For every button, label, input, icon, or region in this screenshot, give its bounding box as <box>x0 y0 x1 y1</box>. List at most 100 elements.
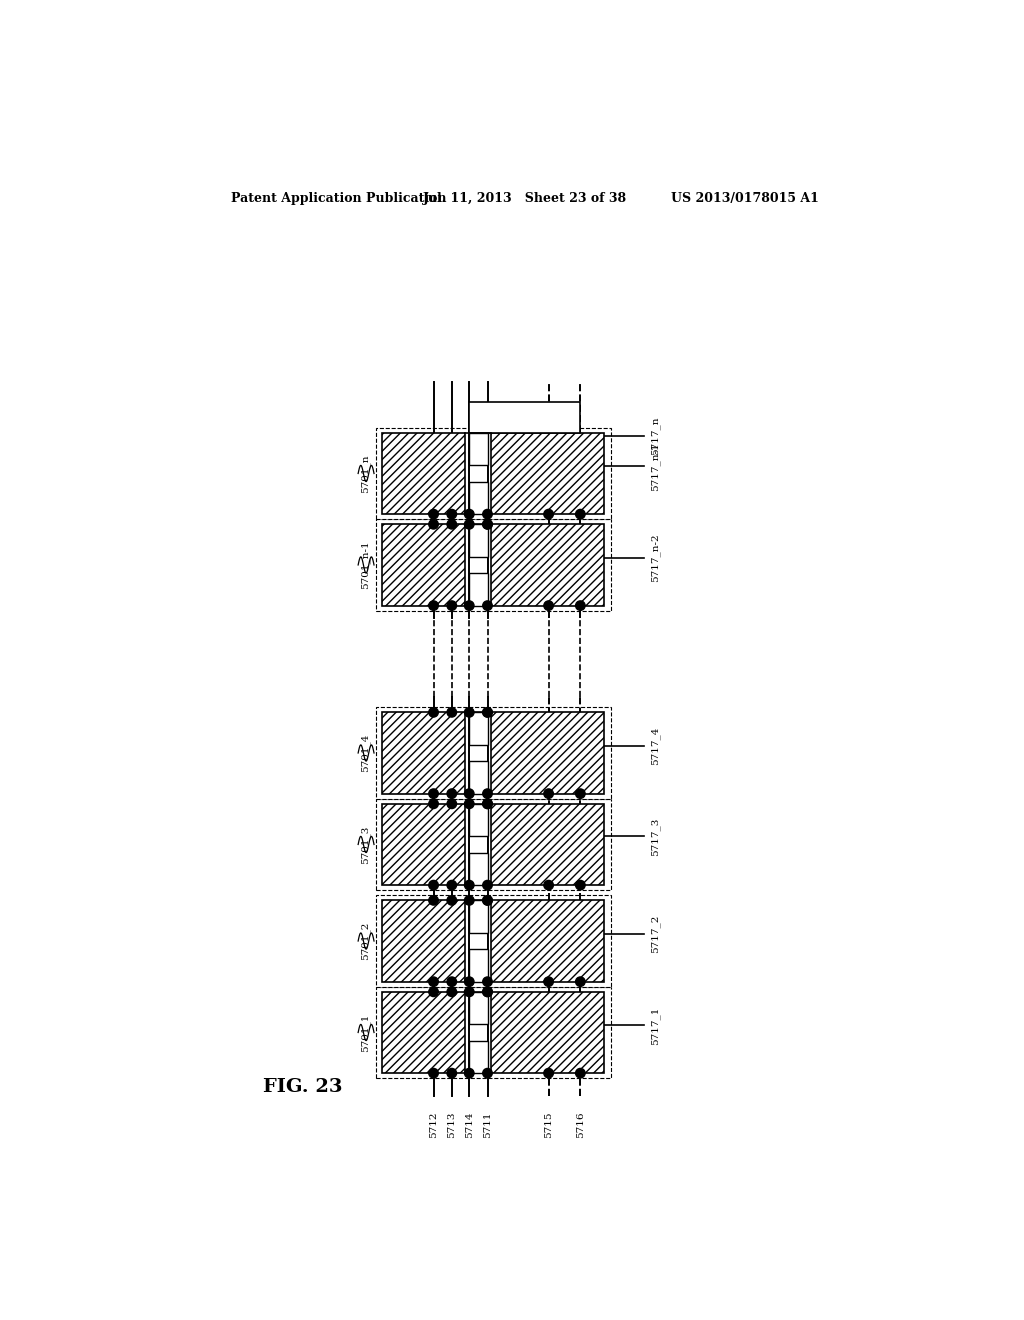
Circle shape <box>482 1068 493 1078</box>
Bar <box>469 524 487 557</box>
Circle shape <box>429 510 438 519</box>
Circle shape <box>575 601 585 610</box>
Bar <box>382 900 465 982</box>
Bar <box>492 804 604 886</box>
Circle shape <box>465 799 474 809</box>
Bar <box>492 713 604 793</box>
Circle shape <box>575 880 585 890</box>
Circle shape <box>447 987 457 997</box>
Circle shape <box>482 987 493 997</box>
Bar <box>376 987 610 1078</box>
Bar <box>492 900 604 982</box>
Bar <box>376 895 610 987</box>
Circle shape <box>429 601 438 610</box>
Text: 5717_1: 5717_1 <box>650 1006 659 1044</box>
Circle shape <box>482 896 493 906</box>
Bar <box>469 1040 487 1073</box>
Text: 5715: 5715 <box>544 1111 553 1138</box>
Bar <box>492 991 604 1073</box>
Text: FIG. 23: FIG. 23 <box>263 1078 342 1096</box>
Bar <box>382 524 465 606</box>
Bar <box>469 713 487 744</box>
Text: 5716: 5716 <box>575 1111 585 1138</box>
Circle shape <box>544 1068 553 1078</box>
Circle shape <box>482 510 493 519</box>
Bar <box>469 853 487 886</box>
Circle shape <box>544 977 553 986</box>
Circle shape <box>465 880 474 890</box>
Circle shape <box>429 1068 438 1078</box>
Circle shape <box>447 799 457 809</box>
Bar <box>469 433 487 466</box>
Circle shape <box>482 708 493 717</box>
Text: Jul. 11, 2013   Sheet 23 of 38: Jul. 11, 2013 Sheet 23 of 38 <box>423 191 627 205</box>
Bar <box>492 433 604 515</box>
Text: US 2013/0178015 A1: US 2013/0178015 A1 <box>671 191 818 205</box>
Circle shape <box>575 789 585 799</box>
Circle shape <box>575 977 585 986</box>
Text: 5701_3: 5701_3 <box>360 825 370 863</box>
Circle shape <box>544 510 553 519</box>
Circle shape <box>429 977 438 986</box>
Circle shape <box>429 987 438 997</box>
Circle shape <box>482 896 493 906</box>
Circle shape <box>447 1068 457 1078</box>
Circle shape <box>447 880 457 890</box>
Circle shape <box>447 510 457 519</box>
Circle shape <box>482 880 493 890</box>
Circle shape <box>465 601 474 610</box>
Text: 5701_2: 5701_2 <box>360 921 370 960</box>
Circle shape <box>447 789 457 799</box>
Circle shape <box>482 601 493 610</box>
Circle shape <box>465 987 474 997</box>
Circle shape <box>482 708 493 717</box>
Circle shape <box>482 977 493 986</box>
Bar <box>382 433 465 515</box>
Circle shape <box>544 789 553 799</box>
Circle shape <box>465 520 474 529</box>
Text: 5714: 5714 <box>465 1111 474 1138</box>
Bar <box>376 428 610 519</box>
Circle shape <box>544 880 553 890</box>
Text: 5701_4: 5701_4 <box>360 734 370 772</box>
Circle shape <box>429 520 438 529</box>
Text: 5713: 5713 <box>447 1111 457 1138</box>
Circle shape <box>465 896 474 906</box>
Bar <box>376 799 610 890</box>
Circle shape <box>447 601 457 610</box>
Circle shape <box>465 789 474 799</box>
Circle shape <box>465 1068 474 1078</box>
Bar <box>469 900 487 933</box>
Text: Patent Application Publication: Patent Application Publication <box>231 191 446 205</box>
Circle shape <box>447 520 457 529</box>
Text: 5701_1: 5701_1 <box>360 1014 370 1052</box>
Bar <box>469 762 487 793</box>
Circle shape <box>482 799 493 809</box>
Bar <box>469 403 581 433</box>
Bar <box>469 991 487 1024</box>
Circle shape <box>575 510 585 519</box>
Bar <box>492 524 604 606</box>
Text: 5701_n: 5701_n <box>360 454 370 492</box>
Circle shape <box>447 977 457 986</box>
Circle shape <box>482 987 493 997</box>
Bar <box>382 804 465 886</box>
Bar <box>469 804 487 837</box>
Text: 5717_2: 5717_2 <box>650 915 659 953</box>
Text: 5711: 5711 <box>483 1111 492 1138</box>
Text: 5717_3: 5717_3 <box>650 817 659 855</box>
Text: 5717_4: 5717_4 <box>650 727 659 766</box>
Bar <box>469 573 487 606</box>
Text: 5717_n-1: 5717_n-1 <box>650 442 659 491</box>
Text: 5712: 5712 <box>429 1111 438 1138</box>
Bar <box>469 482 487 515</box>
Bar <box>469 949 487 982</box>
Circle shape <box>447 896 457 906</box>
Circle shape <box>429 789 438 799</box>
Circle shape <box>482 799 493 809</box>
Bar <box>382 713 465 793</box>
Bar <box>376 708 610 799</box>
Circle shape <box>544 601 553 610</box>
Text: 5717_n-2: 5717_n-2 <box>650 533 659 582</box>
Circle shape <box>465 510 474 519</box>
